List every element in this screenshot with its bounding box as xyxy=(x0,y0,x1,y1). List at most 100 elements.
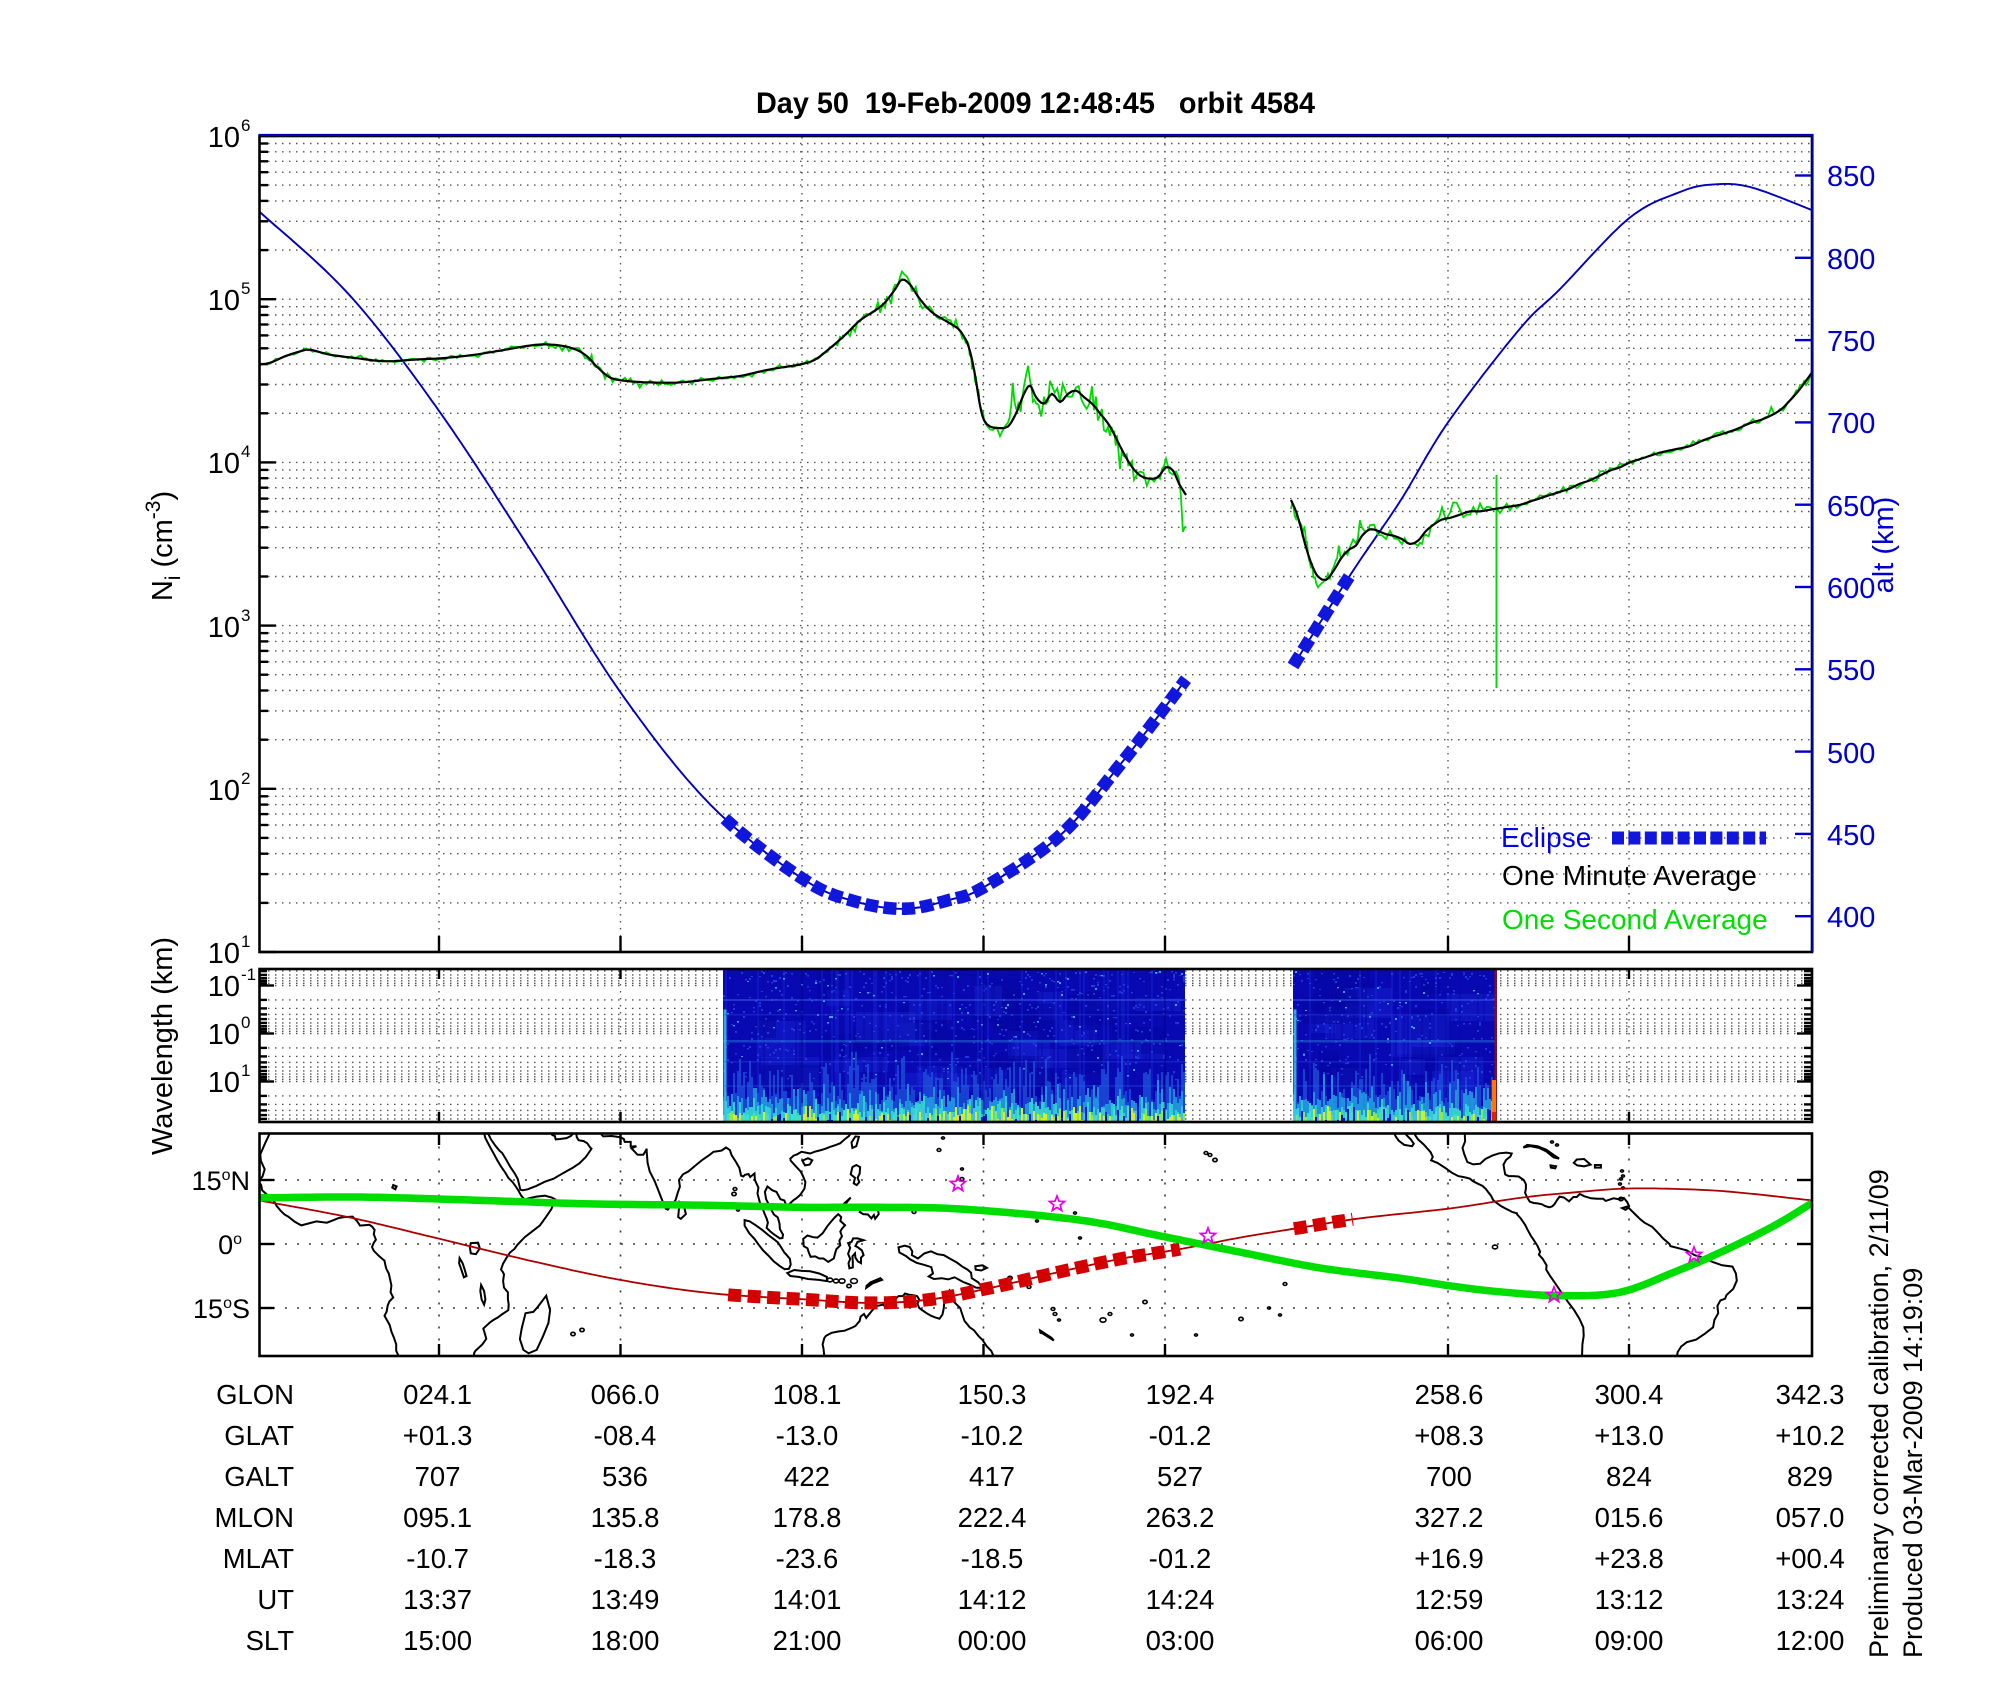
svg-text:-08.4: -08.4 xyxy=(594,1420,657,1451)
svg-text:-10.7: -10.7 xyxy=(406,1543,469,1574)
svg-text:MLAT: MLAT xyxy=(223,1543,295,1574)
svg-text:1: 1 xyxy=(241,1061,250,1080)
svg-text:06:00: 06:00 xyxy=(1415,1625,1484,1656)
svg-text:650: 650 xyxy=(1827,491,1875,523)
svg-text:536: 536 xyxy=(602,1461,648,1492)
svg-text:3: 3 xyxy=(241,606,250,625)
svg-text:066.0: 066.0 xyxy=(591,1379,660,1410)
svg-text:+10.2: +10.2 xyxy=(1775,1420,1845,1451)
svg-text:0: 0 xyxy=(241,1013,250,1032)
svg-text:10: 10 xyxy=(208,285,240,317)
svg-text:700: 700 xyxy=(1426,1461,1472,1492)
svg-text:Day 50 19-Feb-2009 12:48:45: Day 50 19-Feb-2009 12:48:45 orbit 4584 xyxy=(756,87,1315,120)
svg-text:178.8: 178.8 xyxy=(773,1502,842,1533)
svg-text:-01.2: -01.2 xyxy=(1149,1420,1212,1451)
svg-text:300.4: 300.4 xyxy=(1595,1379,1664,1410)
svg-text:327.2: 327.2 xyxy=(1415,1502,1484,1533)
svg-text:00:00: 00:00 xyxy=(958,1625,1027,1656)
svg-text:13:24: 13:24 xyxy=(1776,1584,1845,1615)
svg-text:750: 750 xyxy=(1827,326,1875,358)
svg-text:10: 10 xyxy=(208,612,240,644)
svg-text:095.1: 095.1 xyxy=(403,1502,472,1533)
svg-text:14:01: 14:01 xyxy=(773,1584,842,1615)
svg-text:500: 500 xyxy=(1827,738,1875,770)
svg-text:03:00: 03:00 xyxy=(1146,1625,1215,1656)
svg-text:GLON: GLON xyxy=(216,1379,294,1410)
svg-text:+13.0: +13.0 xyxy=(1594,1420,1664,1451)
svg-text:422: 422 xyxy=(784,1461,830,1492)
svg-text:550: 550 xyxy=(1827,655,1875,687)
svg-text:10: 10 xyxy=(208,971,240,1003)
svg-text:192.4: 192.4 xyxy=(1146,1379,1215,1410)
svg-text:108.1: 108.1 xyxy=(773,1379,842,1410)
svg-text:+08.3: +08.3 xyxy=(1414,1420,1484,1451)
svg-text:15:00: 15:00 xyxy=(403,1625,472,1656)
svg-text:10: 10 xyxy=(208,775,240,807)
svg-text:707: 707 xyxy=(415,1461,461,1492)
svg-text:+01.3: +01.3 xyxy=(403,1420,473,1451)
svg-text:5: 5 xyxy=(241,279,250,298)
svg-text:MLON: MLON xyxy=(215,1502,294,1533)
svg-text:10: 10 xyxy=(208,122,240,154)
svg-text:400: 400 xyxy=(1827,902,1875,934)
svg-text:10: 10 xyxy=(208,448,240,480)
svg-text:263.2: 263.2 xyxy=(1146,1502,1215,1533)
svg-text:18:00: 18:00 xyxy=(591,1625,660,1656)
svg-text:527: 527 xyxy=(1157,1461,1203,1492)
svg-text:GALT: GALT xyxy=(224,1461,294,1492)
svg-text:-23.6: -23.6 xyxy=(776,1543,839,1574)
svg-text:-1: -1 xyxy=(241,965,256,984)
svg-text:15oN: 15oN xyxy=(192,1166,250,1196)
svg-text:One Minute Average: One Minute Average xyxy=(1502,860,1757,891)
svg-text:SLT: SLT xyxy=(246,1625,295,1656)
svg-text:258.6: 258.6 xyxy=(1415,1379,1484,1410)
svg-text:One Second Average: One Second Average xyxy=(1502,904,1768,935)
svg-text:6: 6 xyxy=(241,116,250,135)
svg-text:13:12: 13:12 xyxy=(1595,1584,1664,1615)
svg-text:024.1: 024.1 xyxy=(403,1379,472,1410)
svg-text:10: 10 xyxy=(208,938,240,970)
svg-text:-13.0: -13.0 xyxy=(776,1420,839,1451)
svg-text:-18.3: -18.3 xyxy=(594,1543,657,1574)
svg-text:10: 10 xyxy=(208,1019,240,1051)
svg-text:09:00: 09:00 xyxy=(1595,1625,1664,1656)
svg-text:850: 850 xyxy=(1827,161,1875,193)
svg-text:700: 700 xyxy=(1827,408,1875,440)
svg-text:12:59: 12:59 xyxy=(1415,1584,1484,1615)
svg-text:057.0: 057.0 xyxy=(1776,1502,1845,1533)
svg-text:800: 800 xyxy=(1827,244,1875,276)
svg-text:Ni (cm-3): Ni (cm-3) xyxy=(142,491,185,601)
svg-text:600: 600 xyxy=(1827,573,1875,605)
svg-text:342.3: 342.3 xyxy=(1776,1379,1845,1410)
svg-text:450: 450 xyxy=(1827,820,1875,852)
svg-text:015.6: 015.6 xyxy=(1595,1502,1664,1533)
svg-text:-01.2: -01.2 xyxy=(1149,1543,1212,1574)
svg-text:1: 1 xyxy=(241,932,250,951)
svg-text:-18.5: -18.5 xyxy=(961,1543,1024,1574)
svg-text:-10.2: -10.2 xyxy=(961,1420,1024,1451)
svg-text:alt (km): alt (km) xyxy=(1868,497,1900,594)
svg-text:+00.4: +00.4 xyxy=(1775,1543,1845,1574)
svg-text:13:49: 13:49 xyxy=(591,1584,660,1615)
svg-text:135.8: 135.8 xyxy=(591,1502,660,1533)
svg-text:12:00: 12:00 xyxy=(1776,1625,1845,1656)
svg-text:4: 4 xyxy=(241,442,250,461)
svg-text:824: 824 xyxy=(1606,1461,1652,1492)
svg-text:+16.9: +16.9 xyxy=(1414,1543,1484,1574)
svg-text:Produced 03-Mar-2009 14:19:09: Produced 03-Mar-2009 14:19:09 xyxy=(1898,1268,1928,1658)
svg-text:150.3: 150.3 xyxy=(958,1379,1027,1410)
svg-text:Wavelength (km): Wavelength (km) xyxy=(147,937,179,1155)
svg-text:+23.8: +23.8 xyxy=(1594,1543,1664,1574)
svg-text:15oS: 15oS xyxy=(193,1294,250,1324)
svg-text:14:24: 14:24 xyxy=(1146,1584,1215,1615)
svg-text:GLAT: GLAT xyxy=(224,1420,294,1451)
svg-text:10: 10 xyxy=(208,1067,240,1099)
svg-text:Eclipse: Eclipse xyxy=(1501,822,1591,853)
svg-text:417: 417 xyxy=(969,1461,1015,1492)
svg-text:Preliminary corrected calibrat: Preliminary corrected calibration, 2/11/… xyxy=(1864,1169,1894,1658)
svg-text:UT: UT xyxy=(257,1584,294,1615)
svg-text:829: 829 xyxy=(1787,1461,1833,1492)
svg-text:21:00: 21:00 xyxy=(773,1625,842,1656)
svg-text:14:12: 14:12 xyxy=(958,1584,1027,1615)
svg-text:13:37: 13:37 xyxy=(403,1584,472,1615)
